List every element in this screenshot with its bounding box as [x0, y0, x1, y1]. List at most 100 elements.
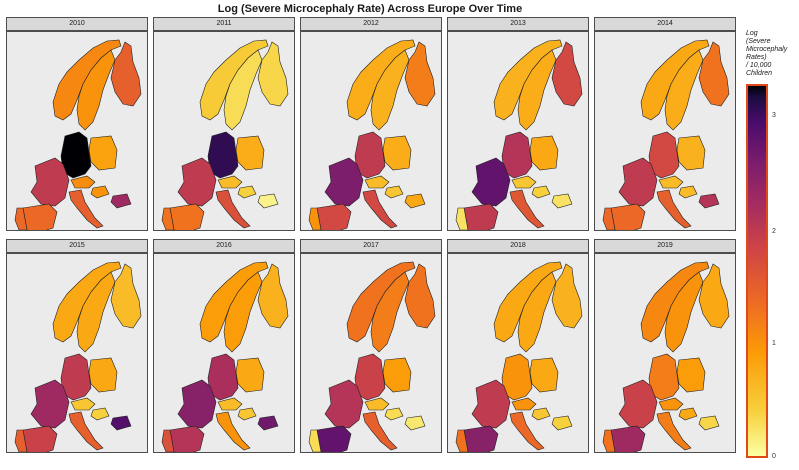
facet-panel-2019: 2019	[594, 239, 736, 453]
country-bulgaria	[110, 415, 132, 431]
country-hungary	[237, 407, 257, 421]
legend-tick-0: 0	[772, 453, 776, 460]
country-portugal	[14, 429, 28, 452]
country-portugal	[161, 429, 175, 452]
europe-map	[455, 39, 583, 230]
country-portugal	[14, 207, 28, 230]
legend-colorbar	[746, 84, 768, 458]
country-portugal	[455, 207, 469, 230]
country-finland	[257, 263, 289, 329]
country-finland	[110, 263, 142, 329]
map-plot	[6, 253, 148, 453]
map-plot	[594, 31, 736, 231]
country-italy	[215, 189, 251, 229]
country-italy	[362, 189, 398, 229]
facet-strip-label: 2015	[6, 239, 148, 253]
facet-strip-label: 2018	[447, 239, 589, 253]
country-france	[471, 157, 511, 207]
country-bulgaria	[257, 193, 279, 209]
country-sweden	[517, 271, 557, 353]
country-france	[618, 157, 658, 207]
country-finland	[257, 41, 289, 107]
map-plot	[153, 253, 295, 453]
country-austria	[511, 175, 537, 189]
country-finland	[110, 41, 142, 107]
country-italy	[68, 189, 104, 229]
country-poland	[88, 357, 118, 393]
map-plot	[594, 253, 736, 453]
facet-strip-label: 2010	[6, 17, 148, 31]
country-france	[177, 157, 217, 207]
country-spain	[169, 425, 205, 452]
facet-strip-label: 2019	[594, 239, 736, 253]
country-italy	[215, 411, 251, 451]
country-italy	[656, 189, 692, 229]
europe-map	[308, 39, 436, 230]
country-italy	[509, 189, 545, 229]
country-bulgaria	[698, 193, 720, 209]
country-bulgaria	[551, 193, 573, 209]
facet-strip-label: 2016	[153, 239, 295, 253]
country-austria	[217, 175, 243, 189]
country-spain	[22, 425, 58, 452]
country-bulgaria	[110, 193, 132, 209]
map-plot	[153, 31, 295, 231]
legend-tick-2: 2	[772, 228, 776, 235]
country-spain	[22, 203, 58, 230]
country-italy	[509, 411, 545, 451]
country-spain	[169, 203, 205, 230]
country-spain	[316, 425, 352, 452]
country-poland	[235, 135, 265, 171]
country-france	[30, 157, 70, 207]
europe-map	[161, 39, 289, 230]
country-austria	[511, 397, 537, 411]
country-sweden	[223, 271, 263, 353]
country-hungary	[531, 185, 551, 199]
legend-tick-1: 1	[772, 340, 776, 347]
facet-panel-2014: 2014	[594, 17, 736, 231]
country-bulgaria	[404, 193, 426, 209]
country-france	[471, 379, 511, 429]
europe-map	[455, 261, 583, 452]
country-spain	[463, 425, 499, 452]
facet-strip-label: 2017	[300, 239, 442, 253]
country-portugal	[602, 207, 616, 230]
country-austria	[70, 175, 96, 189]
map-plot	[447, 253, 589, 453]
country-italy	[656, 411, 692, 451]
facet-panel-2010: 2010	[6, 17, 148, 231]
country-italy	[68, 411, 104, 451]
country-spain	[316, 203, 352, 230]
country-france	[324, 157, 364, 207]
country-finland	[551, 263, 583, 329]
facet-strip-label: 2012	[300, 17, 442, 31]
facet-strip-label: 2013	[447, 17, 589, 31]
facet-panel-2015: 2015	[6, 239, 148, 453]
country-austria	[70, 397, 96, 411]
country-sweden	[664, 271, 704, 353]
country-france	[177, 379, 217, 429]
country-austria	[217, 397, 243, 411]
country-france	[30, 379, 70, 429]
country-hungary	[384, 185, 404, 199]
facet-panel-2013: 2013	[447, 17, 589, 231]
facet-panel-2016: 2016	[153, 239, 295, 453]
europe-map	[602, 39, 730, 230]
country-hungary	[384, 407, 404, 421]
country-finland	[551, 41, 583, 107]
facet-panel-2011: 2011	[153, 17, 295, 231]
country-sweden	[370, 49, 410, 131]
country-poland	[529, 357, 559, 393]
country-bulgaria	[551, 415, 573, 431]
facet-panel-2017: 2017	[300, 239, 442, 453]
country-austria	[364, 397, 390, 411]
country-austria	[658, 397, 684, 411]
facet-strip-label: 2011	[153, 17, 295, 31]
country-hungary	[678, 407, 698, 421]
country-portugal	[308, 207, 322, 230]
facet-panel-2012: 2012	[300, 17, 442, 231]
country-hungary	[90, 185, 110, 199]
country-poland	[235, 357, 265, 393]
country-hungary	[531, 407, 551, 421]
country-poland	[382, 357, 412, 393]
